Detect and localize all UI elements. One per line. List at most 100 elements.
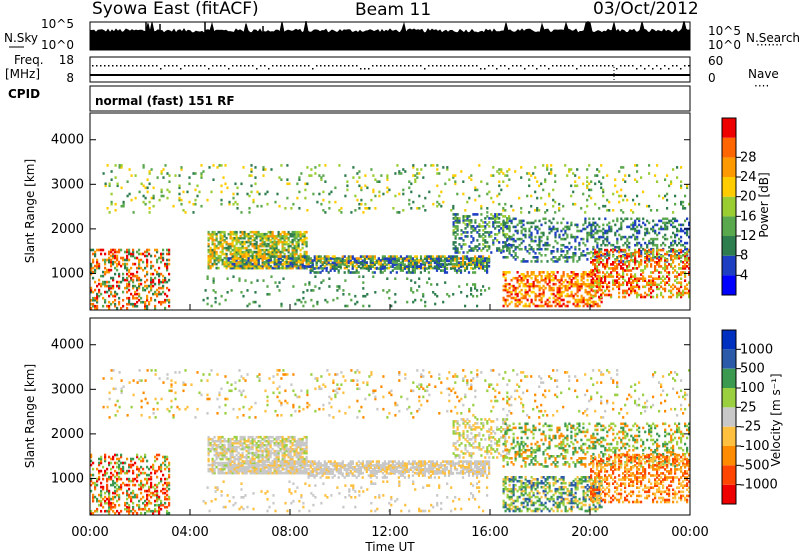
scatter-cell xyxy=(90,298,93,302)
scatter-cell xyxy=(407,261,410,265)
scatter-cell xyxy=(646,204,649,208)
scatter-cell xyxy=(560,304,563,308)
scatter-cell xyxy=(504,302,507,306)
scatter-cell xyxy=(303,255,306,258)
scatter-cell xyxy=(534,209,537,212)
scatter-cell xyxy=(562,217,565,221)
scatter-cell xyxy=(180,168,183,171)
scatter-cell xyxy=(648,279,651,282)
scatter-cell xyxy=(634,259,637,262)
scatter-cell xyxy=(596,281,599,284)
scatter-cell xyxy=(126,284,129,288)
scatter-cell xyxy=(225,248,228,252)
scatter-cell xyxy=(243,246,246,250)
scatter-cell xyxy=(307,259,310,263)
scatter-cell xyxy=(520,221,523,225)
scatter-cell xyxy=(488,257,491,260)
scatter-cell xyxy=(616,259,619,262)
scatter-cell xyxy=(618,227,621,231)
nave-dot xyxy=(672,65,674,67)
scatter-cell xyxy=(668,245,671,249)
scatter-cell xyxy=(660,291,663,295)
nave-dot xyxy=(512,65,514,67)
scatter-cell xyxy=(528,274,531,278)
scatter-cell xyxy=(323,255,326,258)
scatter-cell xyxy=(594,265,597,268)
scatter-cell xyxy=(259,248,262,252)
scatter-cell xyxy=(453,269,457,272)
scatter-cell xyxy=(126,262,129,266)
scatter-cell xyxy=(570,282,573,286)
scatter-cell xyxy=(140,258,143,262)
scatter-cell xyxy=(102,282,105,286)
scatter-cell xyxy=(403,259,406,262)
scatter-cell xyxy=(494,233,497,236)
scatter-cell xyxy=(263,248,266,252)
scatter-cell xyxy=(215,246,218,250)
scatter-cell xyxy=(488,217,491,220)
scatter-cell xyxy=(664,225,667,229)
scatter-cell xyxy=(118,286,121,290)
scatter-cell xyxy=(114,298,117,302)
scatter-cell xyxy=(680,273,683,276)
scatter-cell xyxy=(670,250,673,253)
scatter-cell xyxy=(180,198,183,202)
scatter-cell xyxy=(502,209,505,212)
scatter-cell xyxy=(110,302,113,306)
scatter-cell xyxy=(439,255,443,258)
scatter-cell xyxy=(588,273,591,276)
scatter-cell xyxy=(646,265,649,268)
scatter-cell xyxy=(437,257,441,260)
scatter-cell xyxy=(198,190,201,194)
scatter-cell xyxy=(676,166,679,169)
scatter-cell xyxy=(283,230,286,234)
scatter-cell xyxy=(437,261,441,265)
scatter-cell xyxy=(630,252,633,255)
scatter-cell xyxy=(568,282,571,286)
scatter-cell xyxy=(90,266,93,270)
scatter-cell xyxy=(415,262,419,266)
scatter-cell xyxy=(239,259,242,262)
scatter-cell xyxy=(554,174,557,177)
scatter-cell xyxy=(512,250,515,253)
scatter-cell xyxy=(265,266,268,270)
scatter-cell xyxy=(466,215,469,218)
scatter-cell xyxy=(273,236,276,240)
scatter-cell xyxy=(548,304,551,308)
scatter-cell xyxy=(678,263,681,266)
scatter-cell xyxy=(674,279,677,282)
scatter-cell xyxy=(295,230,298,234)
scatter-cell xyxy=(220,202,223,206)
scatter-cell xyxy=(238,279,241,282)
scatter-cell xyxy=(584,302,587,306)
scatter-cell xyxy=(402,188,405,192)
scatter-cell xyxy=(268,293,271,296)
scatter-cell xyxy=(560,294,563,298)
scatter-cell xyxy=(447,255,451,258)
scatter-cell xyxy=(337,263,340,266)
scatter-cell xyxy=(660,285,663,289)
scatter-cell xyxy=(608,289,611,293)
scatter-cell xyxy=(668,273,671,276)
scatter-cell xyxy=(590,180,593,183)
scatter-cell xyxy=(236,192,239,196)
scatter-cell xyxy=(459,271,463,274)
scatter-cell xyxy=(314,172,317,175)
scatter-cell xyxy=(532,247,535,251)
scatter-cell xyxy=(414,178,417,181)
scatter-cell xyxy=(255,258,258,262)
scatter-cell xyxy=(338,209,341,212)
nave-dot xyxy=(184,65,186,67)
scatter-cell xyxy=(160,194,163,198)
scatter-cell xyxy=(379,262,382,266)
scatter-cell xyxy=(510,292,513,296)
scatter-cell xyxy=(146,272,149,276)
scatter-cell xyxy=(250,281,253,284)
scatter-cell xyxy=(313,259,316,262)
scatter-cell xyxy=(393,261,396,265)
scatter-cell xyxy=(270,168,273,171)
nave-dot xyxy=(344,65,346,67)
scatter-cell xyxy=(526,271,529,274)
scatter-cell xyxy=(544,302,547,306)
scatter-cell xyxy=(317,255,320,258)
